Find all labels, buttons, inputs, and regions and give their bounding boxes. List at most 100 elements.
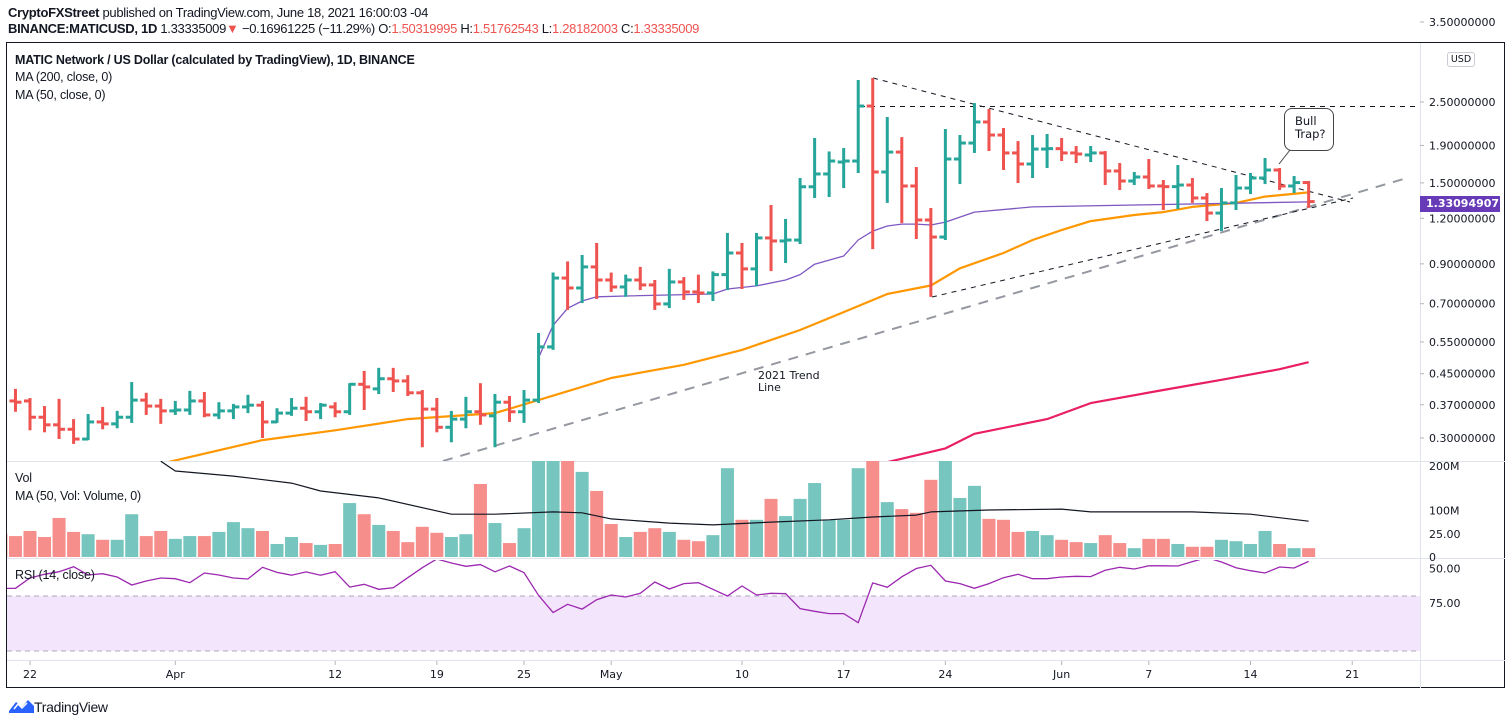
ohlc-bar (1128, 171, 1141, 186)
volume-bar (96, 539, 110, 557)
volume-bar (270, 543, 284, 557)
volume-bar (1258, 530, 1272, 557)
volume-bar (502, 543, 516, 557)
volume-bar (1244, 543, 1258, 557)
volume-bar (488, 523, 502, 557)
volume-bar (183, 536, 197, 557)
volume-bar (7, 533, 8, 557)
price-tick-label: 1.90000000 (1429, 139, 1495, 152)
time-tick-label: Apr (166, 668, 186, 681)
time-tick-label: 10 (735, 668, 749, 681)
volume-bar (415, 526, 429, 557)
volume-bar (386, 530, 400, 557)
volume-bar (212, 531, 226, 557)
time-tick-label: 21 (1345, 668, 1359, 681)
ohlc-bar (387, 367, 400, 393)
volume-bar (52, 517, 66, 557)
chart-frame (6, 42, 1505, 688)
ohlc-bar (779, 218, 792, 263)
volume-bar (168, 538, 182, 557)
legend-ma50[interactable]: MA (50, close, 0) (15, 88, 106, 102)
ohlc-bar (82, 414, 95, 441)
volume-bar (604, 523, 618, 557)
rsi-band (7, 596, 1420, 651)
callout-pointer (1278, 149, 1291, 165)
legend-ma200[interactable]: MA (200, close, 0) (15, 70, 113, 84)
price-tick-label: 0.55000000 (1429, 336, 1495, 349)
time-tick-label: 19 (430, 668, 444, 681)
volume-tick-label: 0 (1429, 551, 1436, 564)
ohlc-bar (590, 242, 603, 300)
rsi-tick-label: 25.00 (1429, 528, 1461, 541)
ohlc-bar (852, 80, 865, 173)
publish-line: CryptoFXStreet published on TradingView.… (8, 5, 428, 20)
low-label: L: (541, 21, 553, 36)
ohlc-bar (1026, 135, 1039, 179)
ohlc-bar (314, 403, 327, 420)
volume-bar (750, 519, 763, 557)
volume-bar (1200, 546, 1214, 557)
descending-resistance-line[interactable] (872, 77, 1351, 203)
legend-rsi[interactable]: RSI (14, close) (15, 568, 95, 582)
currency-badge[interactable]: USD (1447, 52, 1475, 67)
ohlc-bar (1157, 179, 1170, 211)
ohlc-bar (503, 396, 516, 422)
ohlc-bar (358, 370, 371, 410)
legend-volume[interactable]: Vol (15, 471, 32, 485)
ohlc-bar (329, 402, 342, 418)
ohlc-bar (271, 408, 284, 424)
ohlc-bar (1200, 193, 1213, 222)
volume-bar (1171, 543, 1185, 557)
ascending-support-line[interactable] (931, 197, 1354, 298)
price-change: −0.16961225 (−11.29%) (241, 21, 375, 36)
volume-bar (226, 522, 240, 557)
volume-bar (81, 534, 95, 557)
ohlc-bar (605, 272, 618, 292)
volume-bar (575, 471, 589, 557)
callout-line1: Bull (1295, 114, 1317, 128)
ohlc-bar (518, 390, 531, 423)
volume-bar (720, 468, 734, 557)
volume-bar (241, 528, 255, 557)
series-legend-title[interactable]: MATIC Network / US Dollar (calculated by… (15, 53, 415, 67)
volume-pane (7, 461, 1316, 557)
low-value: 1.28182003 (552, 21, 618, 36)
ohlc-bar (837, 148, 850, 189)
ohlc-bar (895, 137, 908, 224)
time-tick-label: 12 (328, 668, 342, 681)
ohlc-bar (576, 254, 589, 304)
price-tick-label: 0.30000000 (1429, 432, 1495, 445)
volume-bar (909, 512, 923, 557)
trend-line-2021[interactable] (442, 177, 1408, 461)
price-tick-label: 0.45000000 (1429, 368, 1495, 381)
ohlc-bar (663, 268, 676, 309)
time-tick-label: 7 (1145, 668, 1152, 681)
volume-ma-line (160, 461, 1309, 526)
volume-bar (357, 514, 371, 557)
volume-bar (125, 514, 139, 557)
bull-trap-callout[interactable]: Bull Trap? (1284, 108, 1334, 151)
publisher-name[interactable]: CryptoFXStreet (8, 5, 100, 20)
volume-bar (1069, 542, 1083, 557)
high-label: H: (460, 21, 473, 36)
price-tick-label: 0.70000000 (1429, 298, 1495, 311)
volume-bar (924, 479, 938, 557)
volume-bar (154, 530, 168, 557)
tradingview-brand[interactable]: TradingView (34, 699, 108, 715)
ohlc-bar (706, 271, 719, 302)
volume-bar (328, 543, 342, 557)
volume-bar (779, 516, 793, 557)
tradingview-cloud-icon (9, 700, 34, 713)
open-label: O: (378, 21, 392, 36)
ohlc-bar (808, 138, 821, 198)
legend-volume-ma[interactable]: MA (50, Vol: Volume, 0) (15, 489, 142, 503)
volume-bar (1113, 543, 1127, 557)
volume-bar (372, 524, 386, 557)
ohlc-bar (227, 403, 240, 420)
ohlc-bar (721, 232, 734, 291)
ohlc-bar (1012, 141, 1025, 184)
volume-bar (706, 535, 720, 557)
volume-bar (110, 539, 124, 557)
trend-line-label: 2021 Trend Line (758, 370, 820, 394)
